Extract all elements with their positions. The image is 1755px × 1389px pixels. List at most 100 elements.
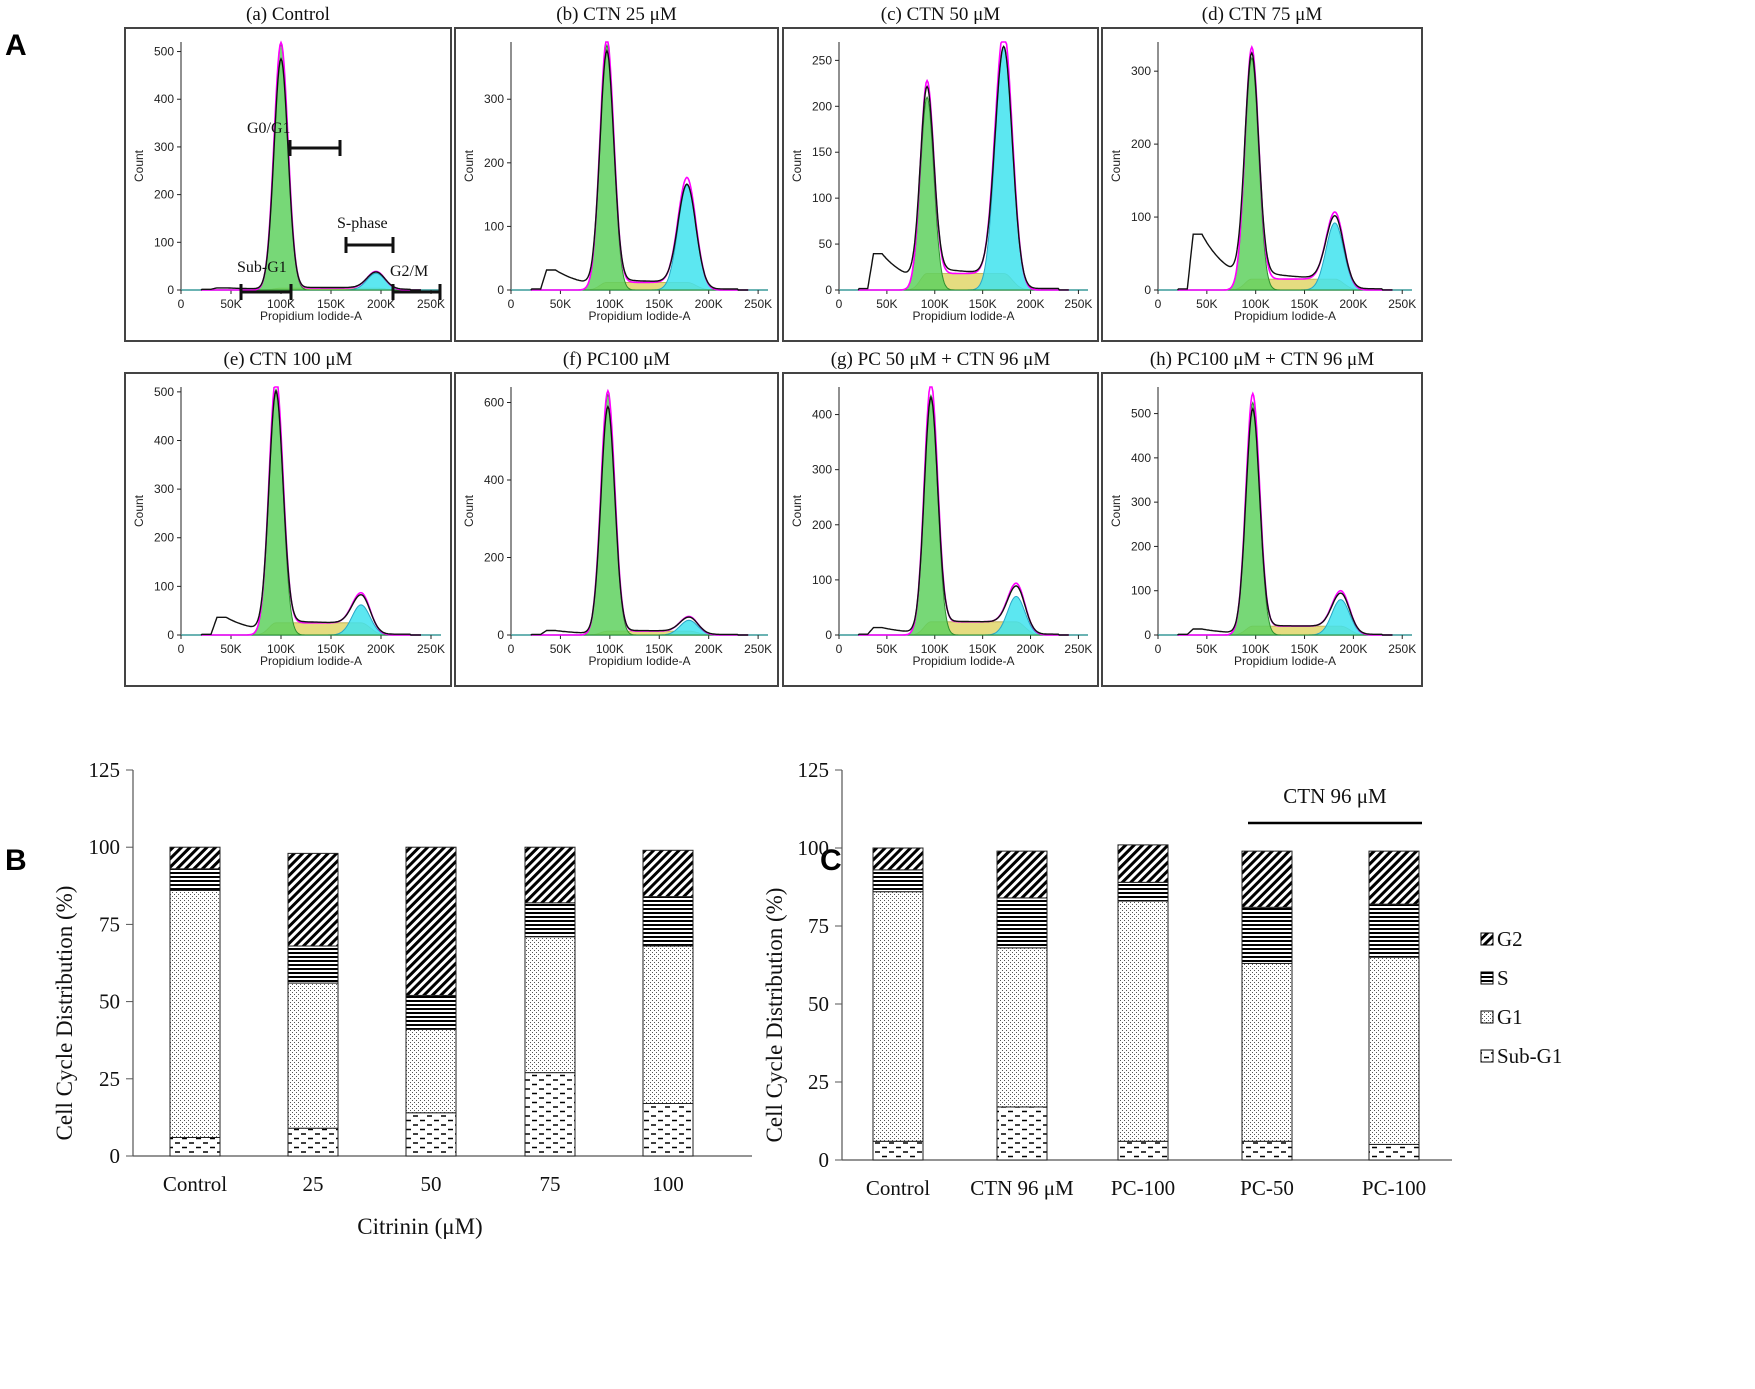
x-tick-label: 250K — [1064, 642, 1092, 656]
x-tick-label: 250K — [1064, 297, 1092, 311]
bar-segment-s — [287, 945, 339, 984]
x-tick-label: 50K — [876, 642, 897, 656]
x-tick-label: 50K — [876, 297, 897, 311]
x-axis-label: Propidium Iodide-A — [912, 309, 1014, 323]
bar-segment-sub-g1 — [405, 1112, 457, 1157]
histogram-title: (e) CTN 100 μM — [224, 349, 353, 370]
gate-annotations: G0/G1 S-phase Sub-G1 G2/M — [237, 120, 442, 300]
x-tick-label: 100K — [921, 642, 949, 656]
y-tick-label: 500 — [154, 385, 174, 399]
x-tick-label: 0 — [836, 297, 843, 311]
x-tick-label: 0 — [508, 642, 515, 656]
gate-label-subg1: Sub-G1 — [237, 259, 287, 276]
gate-sphase-bar — [344, 237, 395, 253]
x-tick-label: 200K — [1017, 642, 1045, 656]
bar-segment-g2 — [1117, 844, 1169, 883]
annotation-label: CTN 96 μM — [1283, 784, 1387, 808]
x-tick-label: 0 — [508, 297, 515, 311]
x-tick-label: 250K — [744, 642, 772, 656]
x-tick-label: 50K — [1196, 642, 1217, 656]
bar-chart-b: 0 25 50 75 100 125 Cell Cycle Distribution (%)… — [52, 758, 752, 1239]
y-tick-label: 100 — [484, 219, 504, 233]
y-tick-label: 300 — [1131, 495, 1151, 509]
x-tick-label: 100 — [652, 1172, 684, 1196]
y-tick-label: 400 — [154, 92, 174, 106]
y-tick-label: 400 — [484, 473, 504, 487]
histogram-panel-c: (c) CTN 50 μM 0 50 100 150 200 250 0 50K 100K 150K… — [782, 4, 1099, 342]
y-tick-label: 0 — [825, 628, 832, 642]
y-tick-label: 100 — [798, 836, 830, 860]
y-axis-label: Count — [790, 494, 804, 527]
x-tick-label: 50K — [1196, 297, 1217, 311]
gate-g2m-bar — [391, 284, 442, 300]
x-tick-label: 200K — [695, 642, 723, 656]
histogram-title: (d) CTN 75 μM — [1202, 4, 1323, 25]
bar-segment-sub-g1 — [872, 1140, 924, 1161]
bar-segment-sub-g1 — [287, 1127, 339, 1157]
x-axis-label: Propidium Iodide-A — [1234, 309, 1336, 323]
bar-segment-sub-g1 — [1241, 1140, 1293, 1161]
bar-segment-g2 — [1368, 850, 1420, 905]
y-tick-label: 0 — [1144, 628, 1151, 642]
bar-segment-g1 — [642, 945, 694, 1105]
x-tick-label: 150K — [317, 297, 345, 311]
y-tick-label: 50 — [819, 237, 833, 251]
x-tick-label: 150K — [317, 642, 345, 656]
histogram-title: (f) PC100 μM — [563, 349, 670, 370]
y-tick-label: 100 — [154, 579, 174, 593]
y-tick-label: 200 — [812, 518, 832, 532]
y-tick-label: 300 — [154, 140, 174, 154]
x-axis-label: Propidium Iodide-A — [588, 654, 690, 668]
bar-segment-s — [872, 869, 924, 893]
y-tick-label: 300 — [154, 482, 174, 496]
data-histogram-line — [200, 389, 421, 636]
y-axis-label: Count — [132, 149, 146, 182]
panel-letter-a: A — [5, 29, 27, 62]
y-tick-label: 200 — [812, 99, 832, 113]
y-tick-label: 300 — [484, 92, 504, 106]
model-fit-line — [1177, 44, 1393, 291]
gate-label-sphase: S-phase — [337, 215, 388, 232]
x-tick-label: 200K — [367, 642, 395, 656]
y-tick-label: 250 — [812, 53, 832, 67]
bar-segment-sub-g1 — [169, 1136, 221, 1157]
x-tick-label: 0 — [836, 642, 843, 656]
x-tick-label: CTN 96 μM — [970, 1176, 1074, 1200]
legend-label: G2 — [1497, 927, 1523, 951]
x-tick-label: 200K — [1339, 642, 1367, 656]
x-axis-label: Citrinin (μM) — [357, 1214, 482, 1239]
x-tick-label: 150K — [969, 297, 997, 311]
y-axis-label: Count — [1109, 149, 1123, 182]
bar-segment-g1 — [524, 936, 576, 1074]
gate-label-g0g1: G0/G1 — [247, 120, 291, 137]
y-tick-label: 100 — [1131, 210, 1151, 224]
y-axis-label: Count — [132, 494, 146, 527]
x-axis-label: Propidium Iodide-A — [260, 309, 362, 323]
y-tick-label: 100 — [154, 235, 174, 249]
histogram-panel-e: (e) CTN 100 μM 0 100 200 300 400 500 0 50K 100K 15… — [124, 349, 452, 687]
x-tick-label: 250K — [1388, 642, 1416, 656]
bar-segment-s — [169, 868, 221, 891]
x-tick-label: 0 — [178, 642, 185, 656]
x-tick-label: PC-100 — [1362, 1176, 1426, 1200]
x-tick-label: 150K — [645, 642, 673, 656]
y-tick-label: 0 — [167, 628, 174, 642]
y-axis-label: Cell Cycle Distribution (%) — [762, 888, 787, 1143]
x-axis-label: Propidium Iodide-A — [1234, 654, 1336, 668]
bar-segment-g1 — [169, 889, 221, 1138]
y-tick-label: 125 — [89, 758, 121, 782]
x-tick-label: 150K — [969, 642, 997, 656]
histogram-title: (h) PC100 μM + CTN 96 μM — [1150, 349, 1374, 370]
y-tick-label: 50 — [808, 992, 829, 1016]
y-tick-label: 0 — [497, 628, 504, 642]
legend-swatch-g2 — [1480, 932, 1494, 946]
y-axis-label: Count — [790, 149, 804, 182]
y-axis-label: Cell Cycle Distribution (%) — [52, 886, 77, 1141]
data-histogram-line — [857, 395, 1069, 636]
bar-segment-g2 — [405, 846, 457, 996]
y-tick-label: 200 — [154, 531, 174, 545]
bar-segment-g1 — [872, 891, 924, 1142]
data-histogram-line — [200, 57, 421, 291]
x-tick-label: 150K — [1291, 297, 1319, 311]
